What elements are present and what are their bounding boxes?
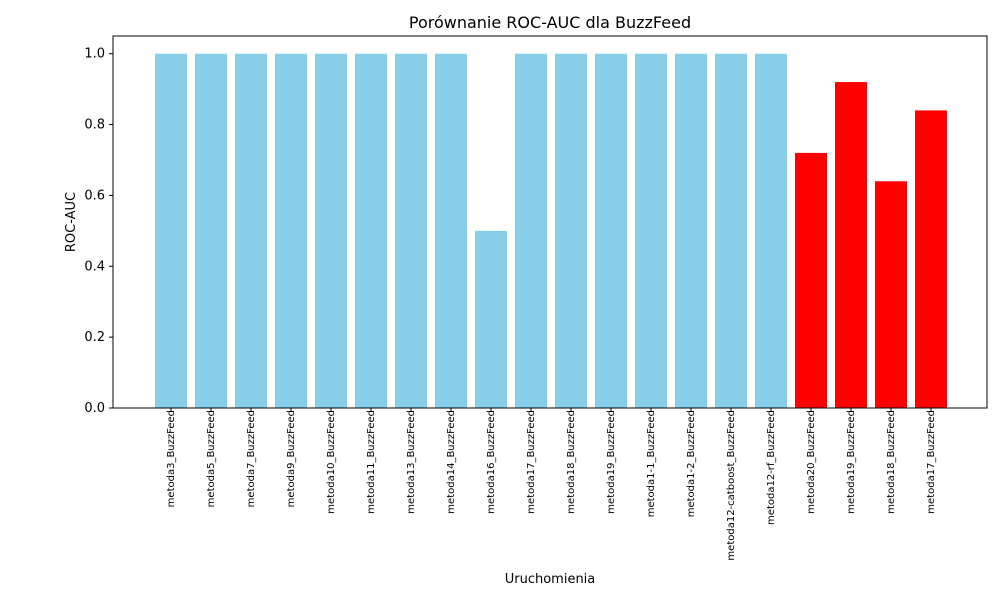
y-tick-label: 0.6 bbox=[84, 188, 105, 203]
x-tick-label: metoda20_BuzzFeed bbox=[806, 410, 817, 514]
plot-frame bbox=[112, 35, 988, 409]
bar-1 bbox=[155, 53, 187, 408]
x-tick-label: metoda18_BuzzFeed bbox=[886, 410, 897, 514]
bar-20 bbox=[915, 110, 947, 409]
bar-19 bbox=[875, 181, 907, 408]
x-tick-label: metoda12-catboost_BuzzFeed bbox=[726, 410, 737, 561]
y-tick-label: 1.0 bbox=[84, 47, 105, 62]
bar-14 bbox=[675, 53, 707, 408]
x-tick-label: metoda16_BuzzFeed bbox=[486, 410, 497, 514]
y-tick-label: 0.2 bbox=[84, 330, 105, 345]
y-ticks-group: 0.0 0.2 0.4 0.6 0.8 1.0 bbox=[84, 47, 113, 416]
bar-16 bbox=[755, 53, 787, 408]
x-tick-label: metoda7_BuzzFeed bbox=[246, 410, 257, 507]
bar-15 bbox=[715, 53, 747, 408]
x-ticks-group: metoda3_BuzzFeed metoda5_BuzzFeed metoda7_… bbox=[166, 408, 937, 561]
x-tick-label: metoda18_BuzzFeed bbox=[566, 410, 577, 514]
bars-group bbox=[155, 53, 947, 409]
bar-7 bbox=[395, 53, 427, 408]
bar-12 bbox=[595, 53, 627, 408]
x-tick-label: metoda1-1_BuzzFeed bbox=[646, 410, 657, 517]
x-axis-label: Uruchomienia bbox=[505, 572, 596, 587]
x-tick-label: metoda12-rf_BuzzFeed bbox=[766, 410, 777, 525]
bar-11 bbox=[555, 53, 587, 408]
bar-17 bbox=[795, 152, 827, 408]
y-tick-label: 0.4 bbox=[84, 259, 105, 274]
x-tick-label: metoda13_BuzzFeed bbox=[406, 410, 417, 514]
x-tick-label: metoda1-2_BuzzFeed bbox=[686, 410, 697, 517]
x-tick-label: metoda19_BuzzFeed bbox=[846, 410, 857, 514]
bar-8 bbox=[435, 53, 467, 408]
bar-18 bbox=[835, 82, 867, 409]
bar-5 bbox=[315, 53, 347, 408]
bar-9 bbox=[475, 230, 507, 408]
x-tick-label: metoda17_BuzzFeed bbox=[526, 410, 537, 514]
x-tick-label: metoda10_BuzzFeed bbox=[326, 410, 337, 514]
y-tick-label: 0.0 bbox=[84, 401, 105, 416]
y-tick-label: 0.8 bbox=[84, 118, 105, 133]
x-tick-label: metoda9_BuzzFeed bbox=[286, 410, 297, 507]
x-tick-label: metoda5_BuzzFeed bbox=[206, 410, 217, 507]
bar-3 bbox=[235, 53, 267, 408]
x-tick-label: metoda19_BuzzFeed bbox=[606, 410, 617, 514]
x-tick-label: metoda3_BuzzFeed bbox=[166, 410, 177, 507]
y-axis-label: ROC-AUC bbox=[64, 192, 79, 252]
x-tick-label: metoda11_BuzzFeed bbox=[366, 410, 377, 514]
x-tick-label: metoda14_BuzzFeed bbox=[446, 410, 457, 514]
x-tick-label: metoda17_BuzzFeed bbox=[926, 410, 937, 514]
bar-2 bbox=[195, 53, 227, 408]
chart-title: Porównanie ROC-AUC dla BuzzFeed bbox=[409, 13, 691, 32]
bar-6 bbox=[355, 53, 387, 408]
bar-10 bbox=[515, 53, 547, 408]
bar-13 bbox=[635, 53, 667, 408]
bar-4 bbox=[275, 53, 307, 408]
